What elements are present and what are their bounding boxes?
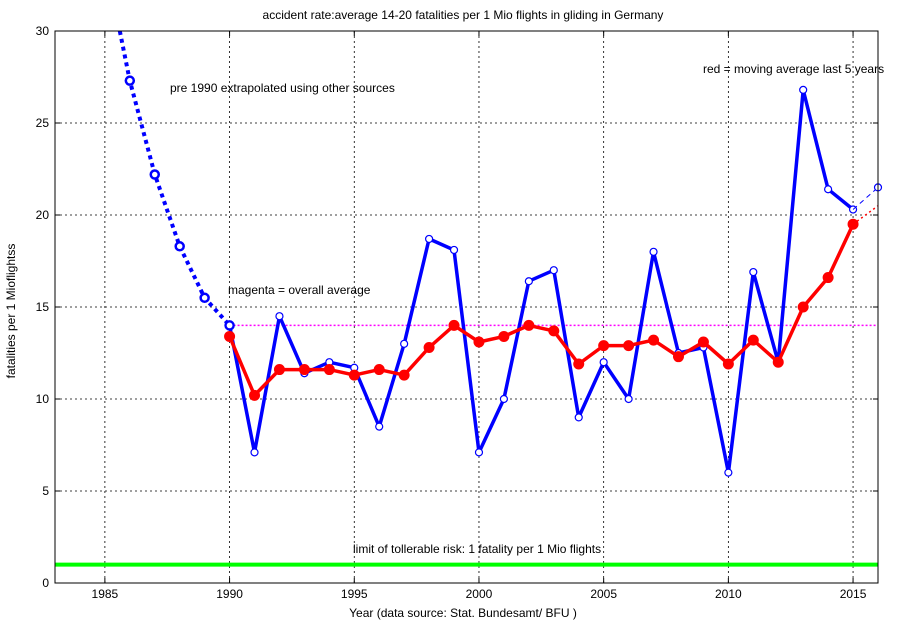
- x-tick-label: 2005: [590, 587, 617, 601]
- data-point: [275, 312, 284, 321]
- x-tick-label: 1985: [92, 587, 119, 601]
- data-point: [573, 358, 585, 370]
- data-point: [624, 394, 633, 404]
- data-point: [498, 330, 510, 342]
- series-line-annual: [227, 88, 855, 475]
- annotation-moving-average: red = moving average last 5 years: [703, 62, 884, 76]
- series-moving-average: [224, 218, 859, 401]
- y-tick-label: 10: [36, 392, 50, 406]
- annotation-pre1990: pre 1990 extrapolated using other source…: [170, 81, 395, 95]
- data-point: [548, 325, 560, 337]
- data-point: [473, 336, 485, 348]
- data-point: [149, 169, 161, 180]
- series-annual: [225, 85, 858, 477]
- x-axis-label: Year (data source: Stat. Bundesamt/ BFU …: [349, 606, 577, 620]
- data-point: [599, 358, 608, 367]
- data-point: [423, 341, 435, 353]
- data-point: [724, 468, 733, 477]
- axis-ticks: 1985 1990 1995 2000 2005 2010 2015 0 5 10 15 20 25 30: [36, 24, 878, 601]
- data-point: [448, 319, 460, 331]
- data-point: [574, 413, 583, 422]
- data-point: [523, 319, 535, 331]
- reference-lines: [55, 324, 878, 567]
- data-point: [499, 394, 509, 404]
- data-point: [747, 334, 759, 346]
- data-point: [749, 267, 758, 277]
- data-point: [199, 292, 210, 304]
- x-tick-label: 1990: [216, 587, 243, 601]
- data-point: [549, 266, 558, 275]
- data-point: [524, 277, 533, 286]
- data-point: [323, 364, 335, 376]
- data-point: [424, 234, 434, 244]
- data-point: [124, 75, 136, 86]
- series-moving-average-forecast: [852, 205, 878, 225]
- annotation-overall-average: magenta = overall average: [228, 283, 371, 297]
- series-annual-forecast: [852, 187, 878, 210]
- y-tick-label: 25: [36, 116, 50, 130]
- data-point: [824, 185, 833, 194]
- series-line-moving-average: [227, 223, 855, 398]
- y-tick-label: 15: [36, 300, 50, 314]
- y-tick-label: 20: [36, 208, 50, 222]
- data-point: [772, 356, 784, 368]
- data-point: [799, 85, 808, 94]
- series-line-annual-forecast: [852, 187, 878, 210]
- data-point: [697, 336, 709, 348]
- data-point: [847, 218, 859, 230]
- data-point: [648, 334, 660, 346]
- data-point: [225, 321, 234, 330]
- data-point: [224, 330, 236, 342]
- x-tick-label: 1995: [341, 587, 368, 601]
- data-point: [474, 448, 484, 457]
- annotation-tolerable-limit: limit of tollerable risk: 1 fatality per…: [353, 542, 601, 556]
- data-point: [174, 241, 185, 252]
- x-tick-label: 2000: [466, 587, 493, 601]
- x-tick-label: 2010: [715, 587, 742, 601]
- series-line-extrapolated: [117, 31, 232, 327]
- data-point: [398, 369, 410, 381]
- series-extrapolated: [117, 31, 235, 331]
- data-point: [348, 369, 360, 381]
- series-layer: [117, 31, 883, 477]
- series-line-moving-average-forecast: [852, 205, 878, 225]
- data-point: [250, 448, 259, 457]
- data-point: [373, 364, 385, 376]
- data-point: [249, 389, 261, 401]
- data-point: [400, 339, 409, 348]
- data-point: [298, 364, 310, 376]
- data-point: [273, 364, 285, 376]
- y-tick-label: 30: [36, 24, 50, 38]
- y-tick-label: 0: [42, 576, 49, 590]
- chart-title: accident rate:average 14-20 fatalities p…: [263, 8, 664, 22]
- data-point: [722, 358, 734, 370]
- data-point: [449, 245, 459, 255]
- data-point: [375, 422, 384, 431]
- x-tick-label: 2015: [840, 587, 867, 601]
- data-point: [623, 340, 635, 352]
- y-tick-label: 5: [42, 484, 49, 498]
- data-point: [598, 340, 610, 352]
- y-axis-label: fatalities per 1 Mioflightss: [4, 244, 18, 379]
- data-point: [797, 301, 809, 313]
- data-point: [822, 272, 834, 284]
- grid: [55, 30, 878, 584]
- data-point: [672, 351, 684, 363]
- data-point: [649, 247, 658, 256]
